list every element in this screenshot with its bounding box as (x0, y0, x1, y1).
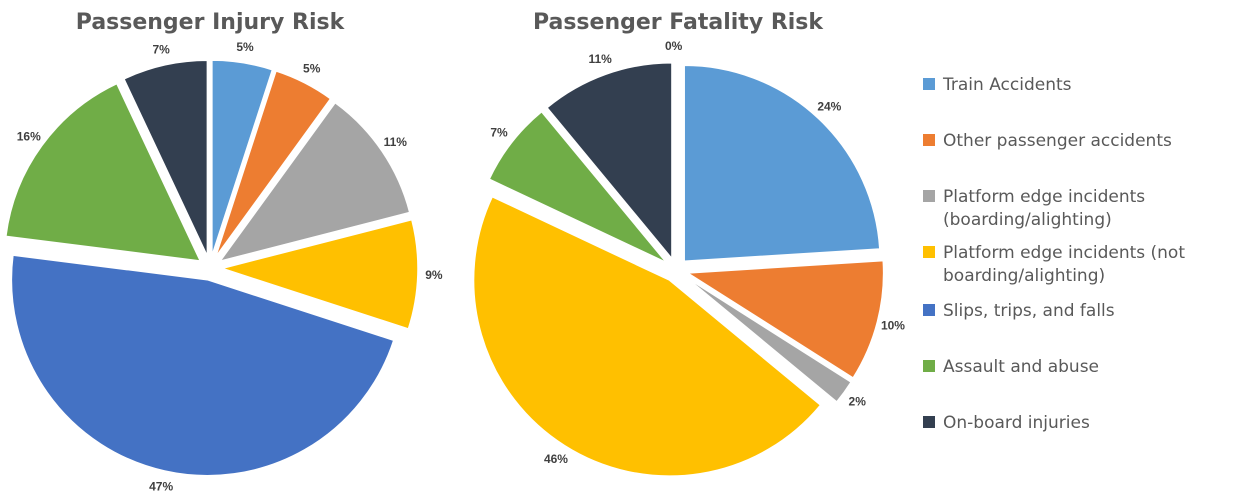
fatality-data-label-zero: 0% (665, 39, 683, 53)
injury-pie: 5% 5% 11% 9% 47% 16% 7% (4, 40, 443, 494)
legend-swatch-4 (923, 304, 935, 316)
legend-label-0: Train Accidents (942, 75, 1072, 95)
fatality-slice-6 (545, 61, 673, 261)
legend-label-2: Platform edge incidents (943, 187, 1145, 207)
fatality-slice-0 (683, 64, 881, 263)
injury-data-label-6: 7% (152, 42, 170, 56)
legend-swatch-3 (923, 246, 935, 258)
fatality-slice-3 (472, 195, 822, 477)
injury-data-label-0: 5% (236, 40, 254, 54)
legend-label-5: Assault and abuse (943, 357, 1099, 377)
injury-slice-6 (122, 59, 209, 257)
injury-chart-title: Passenger Injury Risk (76, 10, 346, 35)
legend-swatch-2 (923, 190, 935, 202)
injury-data-label-5: 16% (17, 129, 41, 143)
injury-data-label-2: 11% (384, 135, 408, 149)
legend-label-4: Slips, trips, and falls (943, 301, 1115, 321)
legend-swatch-6 (923, 416, 935, 428)
fatality-chart-title: Passenger Fatality Risk (533, 10, 824, 35)
legend-label-2-line2: (boarding/alighting) (943, 210, 1112, 230)
injury-data-label-4: 47% (149, 480, 173, 494)
injury-slice-3 (219, 218, 419, 330)
fatality-data-label-5: 7% (490, 126, 508, 140)
injury-data-label-1: 5% (303, 61, 321, 75)
legend-label-3-line2: boarding/alighting) (943, 266, 1105, 286)
fatality-slice-1 (685, 259, 885, 380)
injury-slice-1 (214, 69, 332, 258)
fatality-data-label-0: 24% (817, 100, 841, 114)
legend: Train Accidents Other passenger accidents… (923, 75, 1185, 433)
legend-label-3: Platform edge incidents (not (943, 243, 1185, 263)
injury-slice-4 (10, 254, 395, 477)
legend-swatch-1 (923, 134, 935, 146)
legend-label-6: On-board injuries (943, 413, 1090, 433)
legend-label-1: Other passenger accidents (943, 131, 1172, 151)
fatality-data-label-2: 2% (849, 395, 867, 409)
fatality-data-label-1: 10% (881, 319, 905, 333)
legend-swatch-0 (923, 78, 935, 90)
injury-slice-5 (4, 82, 202, 262)
legend-swatch-5 (923, 360, 935, 372)
fatality-slice-2 (685, 276, 853, 404)
fatality-data-label-3: 46% (544, 452, 568, 466)
injury-data-label-3: 9% (425, 268, 443, 282)
fatality-data-label-6: 11% (588, 52, 612, 66)
injury-slice-0 (211, 59, 274, 257)
fatality-pie: 24% 10% 2% 46% 7% 11% 0% (472, 39, 905, 477)
injury-slice-2 (218, 101, 411, 263)
fatality-slice-5 (488, 110, 668, 264)
